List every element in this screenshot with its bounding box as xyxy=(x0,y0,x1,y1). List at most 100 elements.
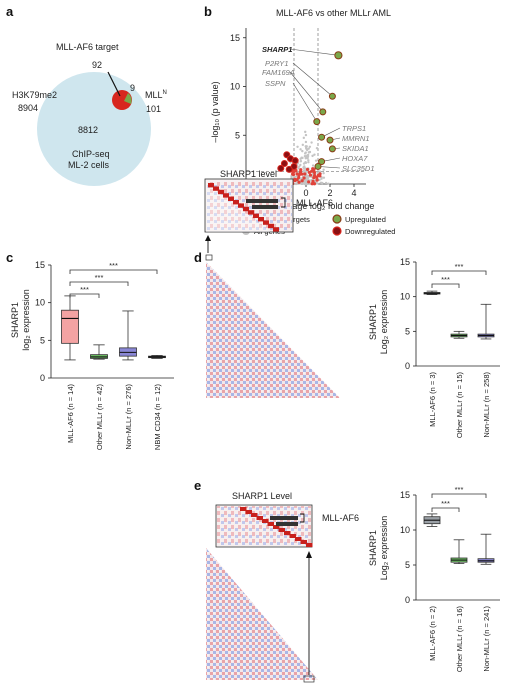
sig-bracket xyxy=(69,293,100,298)
volcano-x-tick-label: 0 xyxy=(303,188,308,198)
heatmap-diag-cell xyxy=(267,522,274,526)
overlap-small: 9 xyxy=(130,83,135,93)
h3k79-count: 8904 xyxy=(18,103,38,113)
volcano-point-bg xyxy=(304,130,307,134)
panel-letter-b: b xyxy=(204,4,212,19)
volcano-point-highlight xyxy=(328,92,336,100)
panel-letter-e: e xyxy=(194,478,201,493)
volcano-point-bg xyxy=(304,161,308,165)
volcano-point-bg xyxy=(327,182,330,185)
panel-a: a MLL-AF6 target 92 H3K79me2 8904 9 MLLN… xyxy=(6,4,167,186)
heatmap-diag-cell xyxy=(251,513,258,517)
volcano-point-highlight xyxy=(285,165,293,173)
volcano-point-target xyxy=(311,167,315,171)
volcano-point-bg xyxy=(300,156,303,159)
volcano-point-bg xyxy=(306,154,309,157)
heatmap-d-marker xyxy=(205,254,213,261)
volcano-point-target xyxy=(315,175,319,179)
c-ylabel-2: log₂ expression xyxy=(21,289,31,351)
volcano-point-bg xyxy=(290,175,293,178)
heatmap-diag-cell xyxy=(273,525,280,529)
volcano-point-target xyxy=(311,179,315,183)
volcano-point-bg xyxy=(322,176,326,179)
heatmap-e-triangle xyxy=(206,548,318,680)
d-ylabel-1: SHARP1 xyxy=(368,304,378,340)
box-y-tick-label: 5 xyxy=(405,560,410,570)
heatmap-diag-cell xyxy=(240,507,247,511)
heatmap-d-bracket xyxy=(281,197,286,208)
heatmap-e-marker xyxy=(303,675,315,683)
volcano-point-target xyxy=(305,167,310,172)
target-count: 92 xyxy=(92,60,102,70)
volcano-point-highlight xyxy=(328,145,336,153)
heatmap-diag-cell xyxy=(263,220,269,225)
boxplot-d: 0 5 10 15 MLL-AF6 (n = 3) Other MLLr (n = 15)… xyxy=(400,257,500,438)
volcano-point-bg xyxy=(322,171,325,175)
volcano-point-highlight xyxy=(277,164,285,172)
panel-letter-a: a xyxy=(6,4,14,19)
heatmap-d-band-2 xyxy=(252,205,278,209)
volcano-point-bg xyxy=(306,157,309,160)
volcano-point-highlight xyxy=(280,160,288,168)
heatmap-e-title: SHARP1 Level xyxy=(232,491,292,501)
overlap-big: 8812 xyxy=(78,125,98,135)
volcano-point-bg xyxy=(301,143,305,147)
heatmap-diag-cell xyxy=(273,227,279,232)
box-category-label: Non-MLLr (n = 241) xyxy=(482,605,491,671)
heatmap-diag-cell xyxy=(306,543,313,547)
box-y-tick-label: 10 xyxy=(400,292,410,302)
panel-e: e SHARP1 Level MLL-AF6 SHARP1 Log₂ expre… xyxy=(194,478,500,683)
volcano-point-target xyxy=(312,182,317,186)
volcano-leader-line xyxy=(289,71,324,113)
volcano-point-bg xyxy=(307,161,310,164)
volcano-point-target xyxy=(300,179,304,183)
sig-bracket xyxy=(431,270,487,275)
volcano-point-highlight xyxy=(326,136,334,144)
volcano-point-bg xyxy=(308,150,312,154)
heatmap-diag-cell xyxy=(238,203,244,208)
box-category-label: Non-MLLr (n = 276) xyxy=(124,383,133,449)
sig-label: *** xyxy=(455,262,464,271)
volcano-point-bg xyxy=(299,159,303,163)
volcano-point-bg xyxy=(305,145,308,148)
volcano-point-bg xyxy=(318,170,322,173)
heatmap-d-title: SHARP1 level xyxy=(220,169,277,179)
volcano-point-target xyxy=(308,173,313,177)
volcano-point-bg xyxy=(302,182,305,185)
volcano-point-target xyxy=(310,182,314,186)
volcano-gene-label: SLC35D1 xyxy=(342,164,375,173)
volcano-point-bg xyxy=(304,133,308,137)
volcano-point-bg xyxy=(304,157,307,160)
volcano-point-highlight xyxy=(314,162,322,170)
heatmap-diag-cell xyxy=(258,217,264,222)
volcano-gene-label: HOXA7 xyxy=(342,154,368,163)
volcano-point-target xyxy=(298,172,302,176)
heatmap-d-band-1 xyxy=(246,199,278,203)
volcano-ylabel: –log₁₀ (p value) xyxy=(210,81,220,142)
box-category-label: MLL-AF6 (n = 3) xyxy=(428,371,437,426)
volcano-point-target xyxy=(315,178,319,182)
chipseq-line2: ML-2 cells xyxy=(68,160,110,170)
heatmap-diag-cell xyxy=(256,516,263,520)
heatmap-e-band-1 xyxy=(270,516,298,520)
volcano-point-bg xyxy=(311,154,314,158)
sig-bracket xyxy=(431,283,460,288)
heatmap-diag-cell xyxy=(213,186,219,191)
heatmap-diag-cell xyxy=(262,519,269,523)
sig-label: *** xyxy=(80,285,89,294)
box-category-label: NBM CD34 (n = 12) xyxy=(153,384,162,451)
heatmap-diag-cell xyxy=(253,213,259,218)
volcano-point-target xyxy=(318,174,322,178)
legend-down-swatch xyxy=(332,226,342,236)
box-category-label: MLL-AF6 (n = 14) xyxy=(66,384,75,443)
volcano-point-target xyxy=(297,175,301,180)
heatmap-e-arrowhead xyxy=(306,551,312,558)
heatmap-diag-cell xyxy=(248,210,254,215)
volcano-point-target xyxy=(310,169,314,173)
volcano-gene-label: TRPS1 xyxy=(342,124,366,133)
volcano-point-bg xyxy=(322,168,325,171)
box-y-tick-label: 0 xyxy=(405,595,410,605)
volcano-point-bg xyxy=(301,149,304,153)
e-ylabel-1: SHARP1 xyxy=(368,530,378,566)
volcano-point-bg xyxy=(306,148,309,152)
